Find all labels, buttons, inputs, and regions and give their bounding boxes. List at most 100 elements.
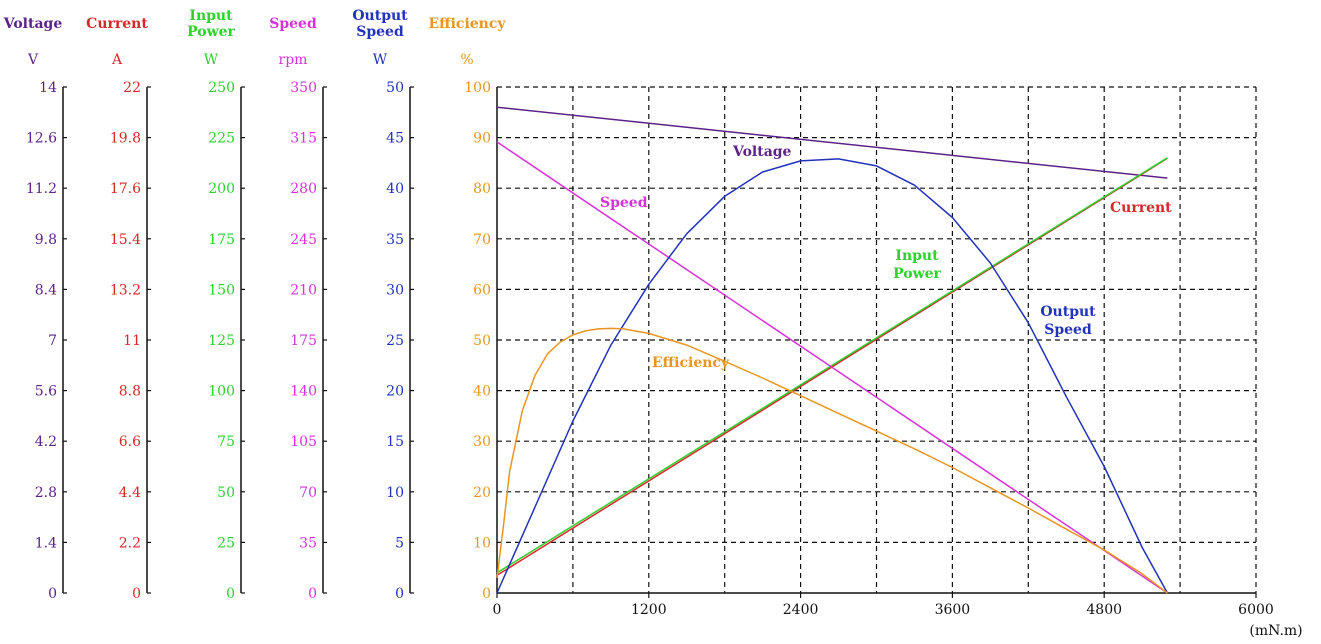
series-line-speed bbox=[496, 141, 1168, 594]
y-tick-label-current: 0 bbox=[132, 586, 141, 602]
y-tick-label-input_power: 175 bbox=[208, 232, 235, 248]
y-tick-label-input_power: 0 bbox=[226, 586, 235, 602]
y-tick-label-speed: 35 bbox=[299, 535, 317, 551]
y-tick-label-voltage: 7 bbox=[48, 333, 57, 349]
y-tick-label-current: 17.6 bbox=[110, 181, 141, 197]
y-tick-label-voltage: 14 bbox=[39, 80, 57, 96]
x-tick-label: 2400 bbox=[783, 602, 819, 618]
y-tick-label-output_speed: 45 bbox=[386, 131, 404, 147]
series-annotation-input_power: Input bbox=[895, 248, 939, 264]
y-tick-label-input_power: 75 bbox=[217, 434, 235, 450]
y-tick-label-voltage: 8.4 bbox=[35, 282, 57, 298]
y-tick-label-output_speed: 20 bbox=[386, 384, 404, 400]
y-tick-label-output_speed: 5 bbox=[395, 535, 404, 551]
y-tick-label-efficiency: 60 bbox=[473, 282, 491, 298]
y-tick-label-speed: 280 bbox=[290, 181, 317, 197]
y-axis-unit-speed: rpm bbox=[279, 52, 308, 68]
y-tick-label-speed: 245 bbox=[290, 232, 317, 248]
series-annotation-efficiency: Efficiency bbox=[652, 355, 730, 371]
y-axis-unit-input_power: W bbox=[204, 52, 219, 68]
y-tick-label-efficiency: 80 bbox=[473, 181, 491, 197]
series-line-voltage bbox=[496, 106, 1168, 179]
y-tick-label-current: 4.4 bbox=[119, 485, 141, 501]
y-tick-label-speed: 105 bbox=[290, 434, 317, 450]
y-tick-label-input_power: 150 bbox=[208, 282, 235, 298]
y-tick-label-voltage: 1.4 bbox=[35, 535, 57, 551]
y-tick-label-current: 13.2 bbox=[110, 282, 141, 298]
y-tick-label-speed: 315 bbox=[290, 131, 317, 147]
y-tick-label-voltage: 9.8 bbox=[35, 232, 57, 248]
y-tick-label-input_power: 250 bbox=[208, 80, 235, 96]
y-axis-title-output_speed: Output bbox=[352, 8, 408, 24]
series-line-input_power bbox=[496, 157, 1168, 574]
y-tick-label-efficiency: 20 bbox=[473, 485, 491, 501]
y-tick-label-voltage: 0 bbox=[48, 586, 57, 602]
y-axis-title-output_speed: Speed bbox=[356, 24, 404, 40]
x-tick-label: 4800 bbox=[1086, 602, 1122, 618]
series-line-output_speed bbox=[496, 158, 1169, 594]
y-tick-label-input_power: 200 bbox=[208, 181, 235, 197]
y-tick-label-voltage: 11.2 bbox=[26, 181, 57, 197]
series-annotation-speed: Speed bbox=[600, 195, 648, 211]
y-axis-unit-output_speed: W bbox=[373, 52, 388, 68]
y-tick-label-voltage: 5.6 bbox=[35, 384, 57, 400]
y-tick-label-speed: 210 bbox=[290, 282, 317, 298]
y-tick-label-voltage: 2.8 bbox=[35, 485, 57, 501]
y-axis-unit-voltage: V bbox=[27, 52, 39, 68]
y-tick-label-current: 11 bbox=[123, 333, 141, 349]
y-tick-label-efficiency: 50 bbox=[473, 333, 491, 349]
y-tick-label-current: 15.4 bbox=[110, 232, 141, 248]
y-axis-title-current: Current bbox=[86, 16, 148, 32]
y-tick-label-input_power: 225 bbox=[208, 131, 235, 147]
y-tick-label-efficiency: 40 bbox=[473, 384, 491, 400]
y-tick-label-output_speed: 50 bbox=[386, 80, 404, 96]
y-tick-label-current: 6.6 bbox=[119, 434, 141, 450]
series-line-efficiency bbox=[496, 327, 1168, 594]
y-axis-title-input_power: Power bbox=[187, 24, 235, 40]
y-tick-label-output_speed: 40 bbox=[386, 181, 404, 197]
y-tick-label-current: 2.2 bbox=[119, 535, 141, 551]
y-tick-label-output_speed: 10 bbox=[386, 485, 404, 501]
y-tick-label-current: 22 bbox=[123, 80, 141, 96]
y-axis-unit-efficiency: % bbox=[460, 52, 473, 68]
x-axis-unit: (mN.m) bbox=[1249, 623, 1302, 639]
y-tick-label-efficiency: 30 bbox=[473, 434, 491, 450]
y-axis-title-efficiency: Efficiency bbox=[428, 16, 506, 32]
x-tick-label: 6000 bbox=[1238, 602, 1274, 618]
y-tick-label-voltage: 4.2 bbox=[35, 434, 57, 450]
x-tick-label: 0 bbox=[493, 602, 502, 618]
y-tick-label-current: 8.8 bbox=[119, 384, 141, 400]
series-annotation-current: Current bbox=[1110, 200, 1172, 216]
y-tick-label-input_power: 50 bbox=[217, 485, 235, 501]
x-tick-label: 3600 bbox=[935, 602, 971, 618]
y-axis-title-voltage: Voltage bbox=[3, 16, 63, 32]
y-tick-label-output_speed: 0 bbox=[395, 586, 404, 602]
y-tick-label-efficiency: 90 bbox=[473, 131, 491, 147]
y-axis-unit-current: A bbox=[111, 52, 123, 68]
y-tick-label-input_power: 25 bbox=[217, 535, 235, 551]
y-tick-label-speed: 175 bbox=[290, 333, 317, 349]
y-tick-label-output_speed: 25 bbox=[386, 333, 404, 349]
y-tick-label-output_speed: 35 bbox=[386, 232, 404, 248]
y-tick-label-output_speed: 15 bbox=[386, 434, 404, 450]
series-annotation-input_power: Power bbox=[893, 266, 941, 282]
y-tick-label-speed: 140 bbox=[290, 384, 317, 400]
y-tick-label-speed: 0 bbox=[308, 586, 317, 602]
y-tick-label-efficiency: 70 bbox=[473, 232, 491, 248]
y-tick-label-efficiency: 100 bbox=[464, 80, 491, 96]
y-tick-label-efficiency: 10 bbox=[473, 535, 491, 551]
y-tick-label-voltage: 12.6 bbox=[26, 131, 57, 147]
y-axis-title-speed: Speed bbox=[269, 16, 317, 32]
series-annotation-output_speed: Speed bbox=[1044, 322, 1092, 338]
y-tick-label-input_power: 125 bbox=[208, 333, 235, 349]
y-tick-label-speed: 70 bbox=[299, 485, 317, 501]
y-tick-label-input_power: 100 bbox=[208, 384, 235, 400]
series-annotation-output_speed: Output bbox=[1040, 304, 1096, 320]
y-tick-label-current: 19.8 bbox=[110, 131, 141, 147]
y-tick-label-output_speed: 30 bbox=[386, 282, 404, 298]
y-axis-title-input_power: Input bbox=[189, 8, 233, 24]
y-tick-label-speed: 350 bbox=[290, 80, 317, 96]
y-tick-label-efficiency: 0 bbox=[482, 586, 491, 602]
x-tick-label: 1200 bbox=[631, 602, 667, 618]
